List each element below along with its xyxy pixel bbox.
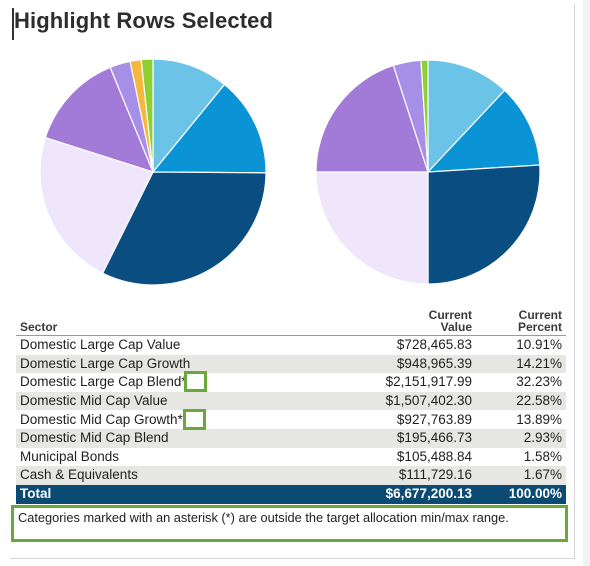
current-value-header-line2: Value: [440, 320, 472, 334]
sector-column-header[interactable]: Sector: [16, 303, 296, 336]
current-value-cell: $111,729.16: [296, 466, 476, 485]
current-value-cell: $927,763.89: [396, 411, 472, 427]
current-percent-cell: 10.91%: [516, 337, 562, 353]
current-value-cell: $948,965.39: [296, 354, 476, 374]
current-pie-slice-domestic-mid-cap-value[interactable]: [39, 136, 154, 274]
table-row[interactable]: Domestic Large Cap Blend* $2,151,917.99 …: [16, 373, 566, 392]
asterisk-highlight-large-cap-blend: [184, 371, 207, 392]
target-pie-slice-domestic-large-cap-value[interactable]: [427, 59, 506, 174]
current-pie-slice-domestic-large-cap-growth[interactable]: [151, 83, 267, 174]
sector-cell: Domestic Large Cap Value: [20, 337, 181, 353]
target-pie-slice-domestic-large-cap-blend[interactable]: [427, 164, 541, 285]
allocation-pie-chart-target: [315, 59, 541, 285]
current-percent-header-line2: Percent: [517, 320, 562, 334]
table-row[interactable]: Domestic Mid Cap Blend $195,466.73 2.93%: [16, 428, 566, 448]
current-value-cell: $105,488.84: [396, 448, 472, 464]
target-pie-slice-domestic-large-cap-growth[interactable]: [426, 89, 541, 173]
current-percent-header-line1: Current: [518, 308, 562, 322]
table-row[interactable]: Domestic Mid Cap Growth* $927,763.89 13.…: [16, 410, 566, 429]
target-pie-slice-cash-equivalents[interactable]: [420, 59, 429, 173]
table-row[interactable]: Domestic Large Cap Value $728,465.83 10.…: [16, 336, 566, 355]
report-panel: [10, 4, 575, 559]
current-percent-cell: 13.89%: [516, 411, 562, 427]
sector-cell: Domestic Mid Cap Blend: [16, 428, 296, 448]
current-value-header-line1: Current: [428, 308, 472, 322]
current-percent-column-header[interactable]: Current Percent: [476, 303, 566, 336]
total-label: Total: [16, 484, 296, 504]
current-percent-cell: 32.23%: [516, 374, 562, 390]
holdings-table: Sector Current Value Current Percent Dom…: [16, 303, 566, 504]
table-header-row: Sector Current Value Current Percent: [16, 303, 566, 336]
current-pie-slice-domestic-large-cap-blend[interactable]: [101, 171, 267, 286]
target-pie-slice-domestic-mid-cap-growth[interactable]: [315, 64, 429, 173]
table-row[interactable]: Municipal Bonds $105,488.84 1.58%: [16, 448, 566, 467]
allocation-pie-chart-current: [39, 58, 267, 286]
current-value-column-header[interactable]: Current Value: [296, 303, 476, 336]
scrollbar[interactable]: [583, 0, 590, 566]
current-value-cell: $195,466.73: [296, 428, 476, 448]
current-pie-slice-domestic-mid-cap-growth[interactable]: [44, 66, 155, 173]
text-cursor: [12, 8, 14, 40]
sector-cell: Cash & Equivalents: [16, 466, 296, 485]
target-pie-slice-domestic-mid-cap-value[interactable]: [315, 171, 429, 285]
sector-cell: Domestic Large Cap Blend*: [20, 374, 187, 390]
asterisk-highlight-mid-cap-growth: [183, 409, 206, 430]
current-value-cell: $1,507,402.30: [296, 391, 476, 411]
sector-cell: Domestic Large Cap Growth: [16, 354, 296, 374]
current-value-cell: $2,151,917.99: [385, 374, 472, 390]
page-title: Highlight Rows Selected: [14, 8, 273, 33]
footnote-text: Categories marked with an asterisk (*) a…: [18, 510, 509, 525]
sector-cell: Municipal Bonds: [20, 448, 120, 464]
sector-cell: Domestic Mid Cap Value: [16, 391, 296, 411]
table-row[interactable]: Domestic Large Cap Growth $948,965.39 14…: [16, 354, 566, 374]
total-value: $6,677,200.13: [296, 484, 476, 504]
current-percent-cell: 1.67%: [476, 466, 566, 485]
table-row[interactable]: Domestic Mid Cap Value $1,507,402.30 22.…: [16, 391, 566, 411]
current-percent-cell: 2.93%: [476, 428, 566, 448]
current-value-cell: $728,465.83: [396, 337, 472, 353]
current-percent-cell: 1.58%: [523, 448, 562, 464]
current-pie-slice-domestic-large-cap-value[interactable]: [152, 58, 226, 174]
sector-cell: Domestic Mid Cap Growth*: [20, 411, 183, 427]
total-row: Total $6,677,200.13 100.00%: [16, 484, 566, 504]
current-pie-slice-cash-equivalents[interactable]: [140, 58, 154, 173]
current-percent-cell: 22.58%: [476, 391, 566, 411]
current-percent-cell: 14.21%: [476, 354, 566, 374]
total-percent: 100.00%: [476, 484, 566, 504]
footnote-highlight: [11, 505, 568, 542]
table-row[interactable]: Cash & Equivalents $111,729.16 1.67%: [16, 466, 566, 485]
